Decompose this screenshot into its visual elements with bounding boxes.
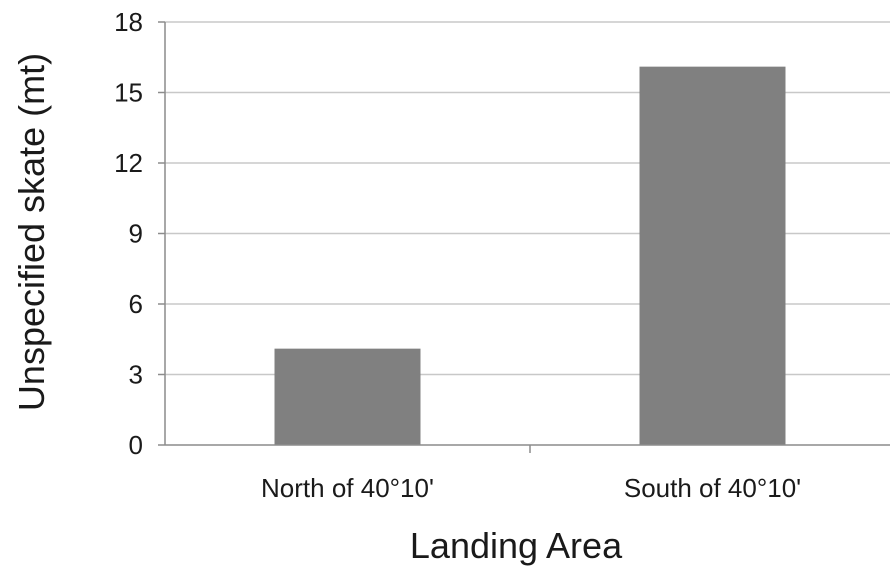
y-tick-label: 18 — [114, 7, 143, 37]
y-tick-label: 3 — [129, 360, 143, 390]
y-axis-title: Unspecified skate (mt) — [11, 53, 52, 411]
bar — [639, 66, 786, 446]
y-tick-label: 15 — [114, 78, 143, 108]
x-tick-label: South of 40°10' — [624, 473, 801, 503]
x-axis-title: Landing Area — [410, 525, 623, 566]
axes — [158, 21, 890, 453]
x-tick-labels: North of 40°10' South of 40°10' — [261, 473, 801, 503]
bars — [274, 66, 786, 446]
y-tick-label: 0 — [129, 430, 143, 460]
y-tick-label: 12 — [114, 148, 143, 178]
x-tick-label: North of 40°10' — [261, 473, 434, 503]
y-tick-label: 9 — [129, 219, 143, 249]
y-tick-labels: 0 3 6 9 12 15 18 — [114, 7, 143, 460]
y-tick-label: 6 — [129, 289, 143, 319]
bar — [274, 348, 421, 445]
